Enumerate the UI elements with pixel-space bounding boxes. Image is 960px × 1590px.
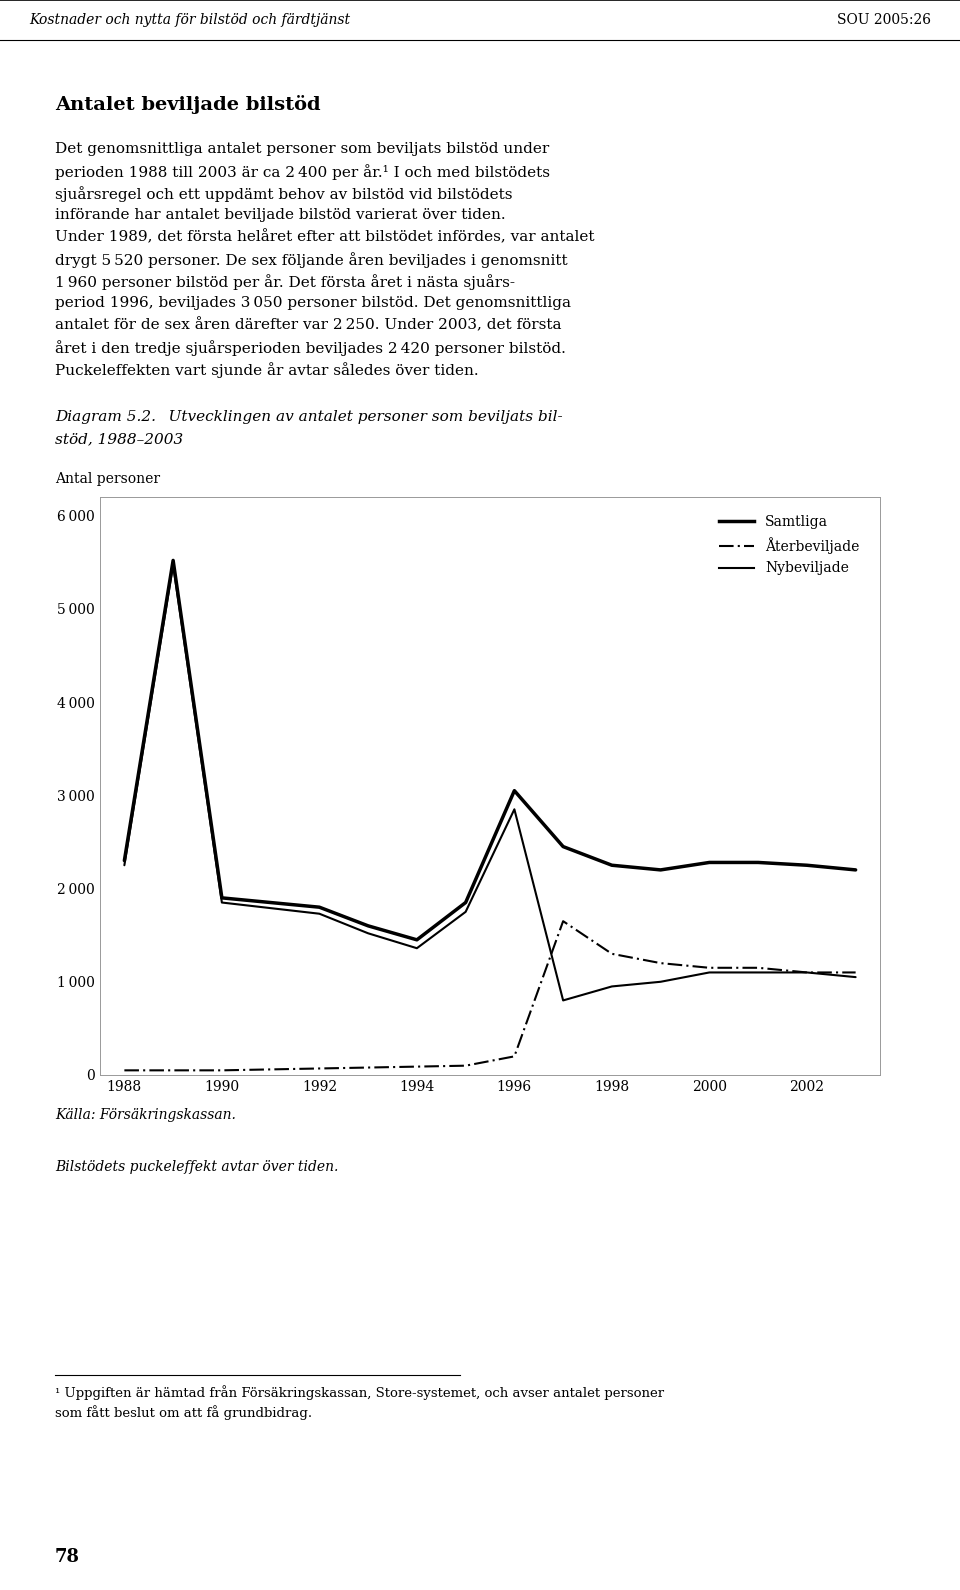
Text: Källa: Försäkringskassan.: Källa: Försäkringskassan. — [55, 1108, 236, 1123]
Text: Bilstödets puckeleffekt avtar över tiden.: Bilstödets puckeleffekt avtar över tiden… — [55, 1161, 338, 1173]
Text: stöd, 1988–2003: stöd, 1988–2003 — [55, 432, 183, 447]
Text: sjuårsregel och ett uppdämt behov av bilstöd vid bilstödets: sjuårsregel och ett uppdämt behov av bil… — [55, 186, 513, 202]
Text: Diagram 5.2.  Utvecklingen av antalet personer som beviljats bil-: Diagram 5.2. Utvecklingen av antalet per… — [55, 410, 563, 425]
Text: införande har antalet beviljade bilstöd varierat över tiden.: införande har antalet beviljade bilstöd … — [55, 208, 506, 223]
Text: 1 960 personer bilstöd per år. Det första året i nästa sjuårs-: 1 960 personer bilstöd per år. Det först… — [55, 273, 515, 289]
Text: Antalet beviljade bilstöd: Antalet beviljade bilstöd — [55, 95, 321, 114]
Text: drygt 5 520 personer. De sex följande åren beviljades i genomsnitt: drygt 5 520 personer. De sex följande år… — [55, 251, 567, 267]
Text: ¹ Uppgiften är hämtad från Försäkringskassan, Store-systemet, och avser antalet : ¹ Uppgiften är hämtad från Försäkringska… — [55, 1385, 664, 1399]
Text: Antal personer: Antal personer — [55, 472, 160, 487]
Text: Det genomsnittliga antalet personer som beviljats bilstöd under: Det genomsnittliga antalet personer som … — [55, 142, 549, 156]
Text: antalet för de sex åren därefter var 2 250. Under 2003, det första: antalet för de sex åren därefter var 2 2… — [55, 318, 562, 332]
Text: perioden 1988 till 2003 är ca 2 400 per år.¹ I och med bilstödets: perioden 1988 till 2003 är ca 2 400 per … — [55, 164, 550, 180]
Legend: Samtliga, Återbeviljade, Nybeviljade: Samtliga, Återbeviljade, Nybeviljade — [714, 510, 865, 580]
Text: Kostnader och nytta för bilstöd och färdtjänst: Kostnader och nytta för bilstöd och färd… — [29, 13, 350, 27]
Text: som fått beslut om att få grundbidrag.: som fått beslut om att få grundbidrag. — [55, 1406, 312, 1420]
Text: Puckeleffekten vart sjunde år avtar således över tiden.: Puckeleffekten vart sjunde år avtar såle… — [55, 363, 479, 378]
Text: året i den tredje sjuårsperioden beviljades 2 420 personer bilstöd.: året i den tredje sjuårsperioden bevilja… — [55, 340, 565, 356]
Text: Under 1989, det första helåret efter att bilstödet infördes, var antalet: Under 1989, det första helåret efter att… — [55, 231, 594, 245]
Text: 78: 78 — [55, 1549, 80, 1566]
Text: period 1996, beviljades 3 050 personer bilstöd. Det genomsnittliga: period 1996, beviljades 3 050 personer b… — [55, 296, 571, 310]
Text: SOU 2005:26: SOU 2005:26 — [837, 13, 931, 27]
